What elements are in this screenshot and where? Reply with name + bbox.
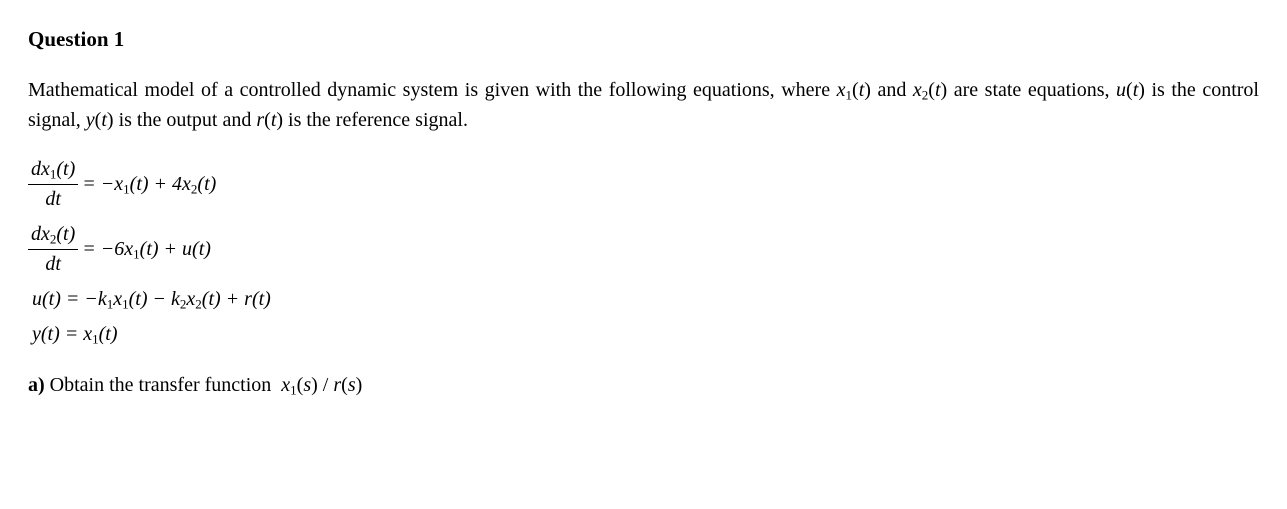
part-a-text: Obtain the transfer function x1(s) / r(s…	[50, 374, 363, 396]
equation-4: y(t) = x1(t)	[28, 320, 1259, 349]
equation-3: u(t) = −k1x1(t) − k2x2(t) + r(t)	[28, 285, 1259, 314]
part-a: a) Obtain the transfer function x1(s) / …	[28, 371, 1259, 400]
eq1-denominator: dt	[28, 184, 78, 214]
eq1-numerator: dx1(t)	[28, 155, 78, 184]
eq2-denominator: dt	[28, 249, 78, 279]
part-a-label: a)	[28, 374, 45, 396]
question-intro: Mathematical model of a controlled dynam…	[28, 76, 1259, 134]
eq2-rhs: = −6x1(t) + u(t)	[82, 235, 211, 264]
eq1-rhs: = −x1(t) + 4x2(t)	[82, 170, 216, 199]
question-heading: Question 1	[28, 24, 1259, 54]
equations-block: dx1(t) dt = −x1(t) + 4x2(t) dx2(t) dt = …	[28, 155, 1259, 349]
equation-1: dx1(t) dt = −x1(t) + 4x2(t)	[28, 155, 1259, 214]
eq2-numerator: dx2(t)	[28, 220, 78, 249]
equation-2: dx2(t) dt = −6x1(t) + u(t)	[28, 220, 1259, 279]
